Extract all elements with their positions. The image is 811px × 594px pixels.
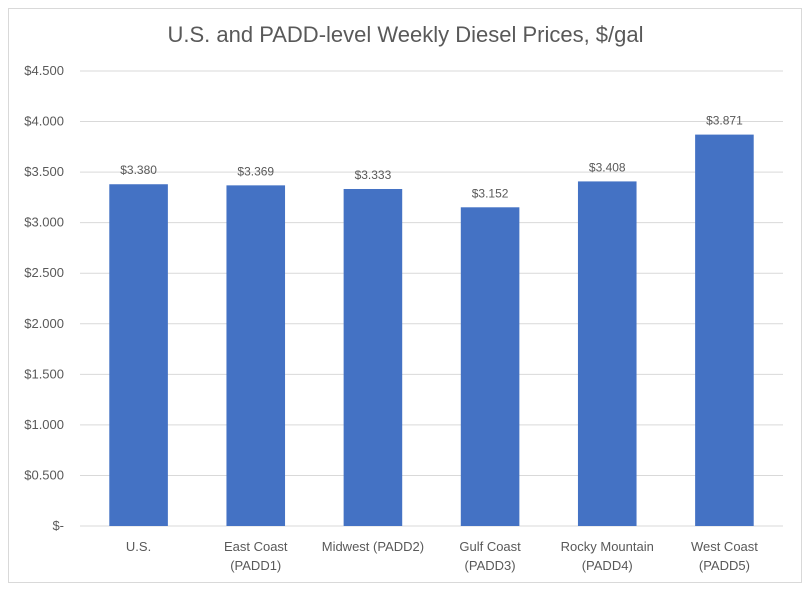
bar (460, 207, 520, 526)
x-category-label: (PADD4) (582, 558, 633, 573)
chart-title: U.S. and PADD-level Weekly Diesel Prices… (167, 22, 644, 47)
x-category-label: (PADD1) (230, 558, 281, 573)
y-tick-label: $2.500 (24, 265, 64, 280)
x-category-label: (PADD5) (699, 558, 750, 573)
bar (343, 188, 403, 526)
gridlines (80, 70, 783, 527)
y-tick-label: $- (52, 518, 64, 533)
x-category-label: Gulf Coast (459, 539, 521, 554)
bar (226, 185, 286, 526)
y-tick-label: $4.000 (24, 114, 64, 129)
y-tick-label: $0.500 (24, 467, 64, 482)
x-category-label: U.S. (126, 539, 151, 554)
data-label: $3.380 (120, 163, 157, 177)
bars (109, 134, 754, 527)
data-label: $3.369 (237, 164, 274, 178)
x-axis-category-labels: U.S. East Coast (PADD1) Midwest (PADD2) Gulf… (126, 539, 758, 573)
x-category-label: Midwest (PADD2) (322, 539, 424, 554)
y-tick-label: $3.000 (24, 215, 64, 230)
x-category-label: Rocky Mountain (561, 539, 654, 554)
data-label: $3.152 (472, 186, 509, 200)
data-label: $3.408 (589, 160, 626, 174)
x-category-label: East Coast (224, 539, 288, 554)
x-category-label: (PADD3) (465, 558, 516, 573)
data-label: $3.871 (706, 114, 743, 128)
y-tick-label: $1.000 (24, 417, 64, 432)
y-tick-label: $1.500 (24, 366, 64, 381)
bar (109, 184, 168, 526)
x-category-label: West Coast (691, 539, 758, 554)
y-tick-label: $2.000 (24, 316, 64, 331)
data-label: $3.333 (355, 168, 392, 182)
bar (577, 181, 637, 526)
y-tick-label: $3.500 (24, 164, 64, 179)
y-axis-tick-labels: $- $0.500 $1.000 $1.500 $2.000 $2.500 $3.000 $3… (24, 63, 64, 533)
data-labels: $3.380 $3.369 $3.333 $3.152 $3.408 $3.871 (120, 114, 743, 201)
y-tick-label: $4.500 (24, 63, 64, 78)
bar (695, 134, 754, 527)
